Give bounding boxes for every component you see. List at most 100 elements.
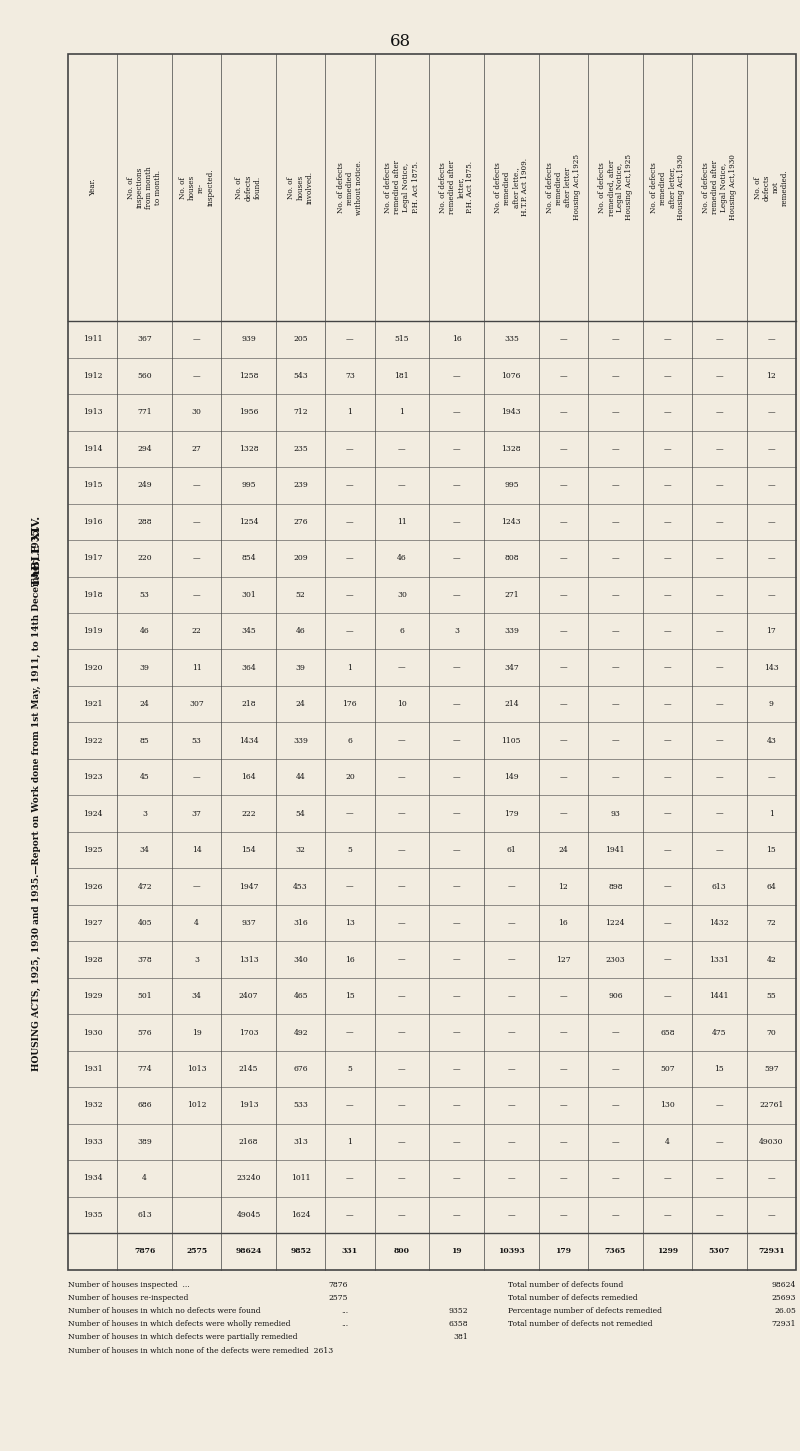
Text: —: — bbox=[346, 554, 354, 563]
Text: 11: 11 bbox=[397, 518, 406, 525]
Text: —: — bbox=[398, 1065, 406, 1072]
Text: 339: 339 bbox=[293, 737, 308, 744]
Text: —: — bbox=[663, 992, 671, 1000]
Text: —: — bbox=[453, 518, 461, 525]
Text: —: — bbox=[715, 846, 723, 855]
Text: 339: 339 bbox=[504, 627, 519, 636]
Text: 13: 13 bbox=[345, 918, 355, 927]
Text: 22: 22 bbox=[192, 627, 202, 636]
Text: 5: 5 bbox=[347, 1065, 352, 1072]
Text: 1931: 1931 bbox=[83, 1065, 102, 1072]
Text: —: — bbox=[715, 663, 723, 672]
Text: —: — bbox=[346, 627, 354, 636]
Text: 1012: 1012 bbox=[187, 1101, 206, 1110]
Text: 1441: 1441 bbox=[710, 992, 729, 1000]
Text: —: — bbox=[398, 846, 406, 855]
Text: 222: 222 bbox=[242, 810, 256, 818]
Text: —: — bbox=[559, 518, 567, 525]
Text: —: — bbox=[398, 445, 406, 453]
Text: 1076: 1076 bbox=[502, 371, 521, 380]
Text: —: — bbox=[767, 408, 775, 416]
Text: No. of defects
remedied
after lette.,
H.T.P. Act 1909.: No. of defects remedied after lette., H.… bbox=[494, 158, 529, 216]
Text: 1328: 1328 bbox=[239, 445, 258, 453]
Text: 7365: 7365 bbox=[605, 1248, 626, 1255]
Text: —: — bbox=[398, 810, 406, 818]
Text: 771: 771 bbox=[138, 408, 152, 416]
Text: —: — bbox=[559, 408, 567, 416]
Text: 1913: 1913 bbox=[239, 1101, 258, 1110]
Text: —: — bbox=[507, 992, 515, 1000]
Text: No. of
inspections
from month
to month.: No. of inspections from month to month. bbox=[127, 165, 162, 209]
Text: —: — bbox=[193, 371, 201, 380]
Text: 331: 331 bbox=[342, 1248, 358, 1255]
Text: —: — bbox=[453, 956, 461, 963]
Text: —: — bbox=[611, 1101, 619, 1110]
Text: —: — bbox=[559, 554, 567, 563]
Text: —: — bbox=[507, 1212, 515, 1219]
Text: 30: 30 bbox=[192, 408, 202, 416]
Text: 808: 808 bbox=[504, 554, 518, 563]
Text: 214: 214 bbox=[504, 701, 518, 708]
Text: —: — bbox=[193, 518, 201, 525]
Text: No. of
defects
found.: No. of defects found. bbox=[235, 174, 262, 200]
Text: 49045: 49045 bbox=[237, 1212, 261, 1219]
Text: —: — bbox=[346, 335, 354, 344]
Text: 3: 3 bbox=[454, 627, 459, 636]
Text: —: — bbox=[453, 810, 461, 818]
Text: —: — bbox=[611, 1174, 619, 1183]
Text: —: — bbox=[559, 335, 567, 344]
Text: 9352: 9352 bbox=[448, 1307, 468, 1316]
Text: 1: 1 bbox=[769, 810, 774, 818]
Text: 340: 340 bbox=[294, 956, 308, 963]
Text: —: — bbox=[715, 371, 723, 380]
Text: 7876: 7876 bbox=[329, 1281, 348, 1290]
Text: —: — bbox=[715, 627, 723, 636]
Text: 288: 288 bbox=[138, 518, 152, 525]
Text: —: — bbox=[767, 445, 775, 453]
Text: —: — bbox=[453, 773, 461, 781]
Text: 2575: 2575 bbox=[329, 1294, 348, 1303]
Text: —: — bbox=[507, 1174, 515, 1183]
Text: ...: ... bbox=[341, 1320, 348, 1329]
Text: 27: 27 bbox=[192, 445, 202, 453]
Text: 1915: 1915 bbox=[83, 482, 102, 489]
Text: —: — bbox=[453, 1174, 461, 1183]
Text: —: — bbox=[453, 408, 461, 416]
Text: 43: 43 bbox=[766, 737, 776, 744]
Text: —: — bbox=[453, 591, 461, 599]
Text: —: — bbox=[346, 1212, 354, 1219]
Text: —: — bbox=[663, 445, 671, 453]
Text: 179: 179 bbox=[504, 810, 518, 818]
Text: —: — bbox=[559, 591, 567, 599]
Text: 1011: 1011 bbox=[291, 1174, 310, 1183]
Text: 405: 405 bbox=[138, 918, 152, 927]
Text: —: — bbox=[453, 445, 461, 453]
Text: 30: 30 bbox=[397, 591, 407, 599]
Text: —: — bbox=[346, 810, 354, 818]
Text: 1933: 1933 bbox=[82, 1138, 102, 1146]
Text: 613: 613 bbox=[138, 1212, 152, 1219]
Text: —: — bbox=[611, 1138, 619, 1146]
Text: —: — bbox=[559, 482, 567, 489]
Text: 1703: 1703 bbox=[239, 1029, 258, 1036]
Text: 179: 179 bbox=[555, 1248, 571, 1255]
Text: 1943: 1943 bbox=[502, 408, 521, 416]
Text: 676: 676 bbox=[294, 1065, 308, 1072]
Text: —: — bbox=[663, 1212, 671, 1219]
Text: —: — bbox=[767, 335, 775, 344]
Text: 1918: 1918 bbox=[83, 591, 102, 599]
Text: —: — bbox=[398, 1101, 406, 1110]
Text: 774: 774 bbox=[138, 1065, 152, 1072]
Text: —: — bbox=[715, 554, 723, 563]
Text: 1930: 1930 bbox=[83, 1029, 102, 1036]
Text: —: — bbox=[193, 335, 201, 344]
Text: No. of defects
remedied
without notice.: No. of defects remedied without notice. bbox=[337, 160, 363, 215]
Text: 176: 176 bbox=[342, 701, 358, 708]
Text: —: — bbox=[559, 737, 567, 744]
Text: 127: 127 bbox=[556, 956, 570, 963]
Text: Total number of defects remedied: Total number of defects remedied bbox=[508, 1294, 638, 1303]
Text: —: — bbox=[193, 482, 201, 489]
Text: 64: 64 bbox=[766, 882, 776, 891]
Text: —: — bbox=[398, 663, 406, 672]
Text: —: — bbox=[398, 882, 406, 891]
